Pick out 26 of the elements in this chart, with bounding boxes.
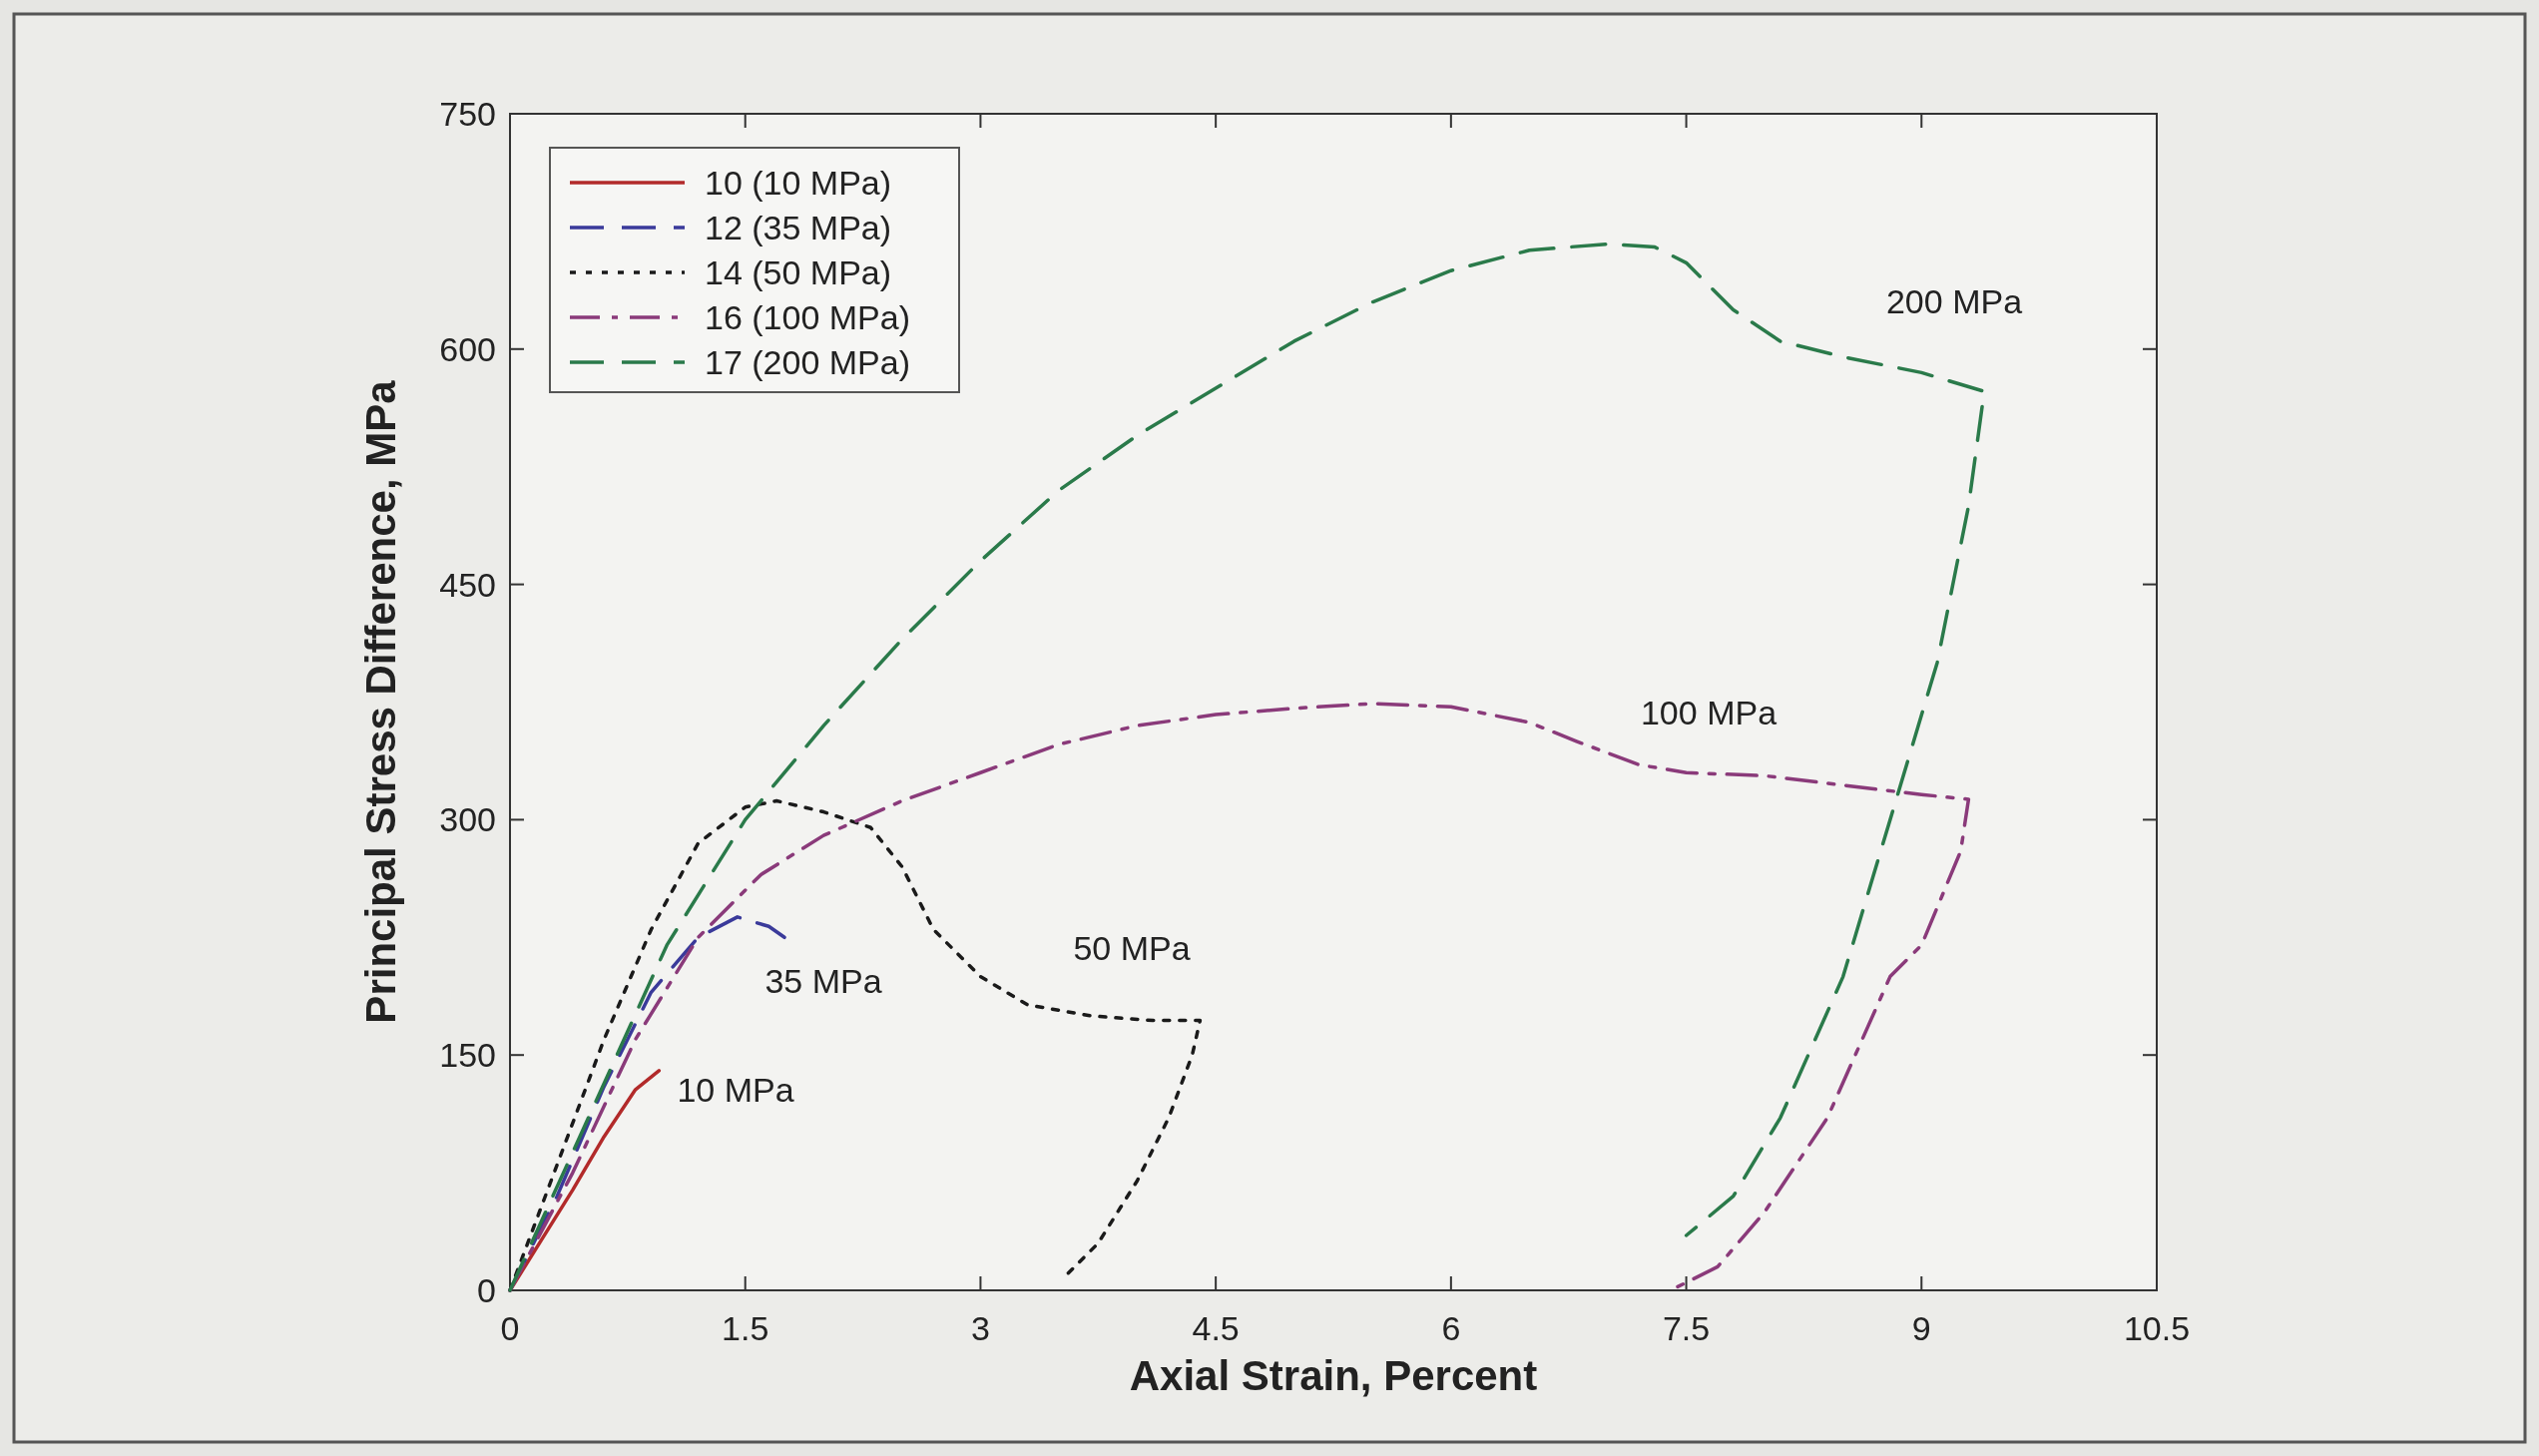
y-tick-label: 750 xyxy=(439,95,496,133)
x-tick-label: 10.5 xyxy=(2123,1309,2191,1347)
legend-label: 14 (50 MPa) xyxy=(705,253,892,291)
y-tick-label: 0 xyxy=(477,1271,496,1309)
annotation: 100 MPa xyxy=(1640,694,1777,731)
y-tick-label: 150 xyxy=(439,1036,496,1075)
annotation: 200 MPa xyxy=(1885,282,2023,320)
x-tick-label: 4.5 xyxy=(1192,1309,1240,1347)
x-tick-label: 1.5 xyxy=(722,1309,769,1347)
x-tick-label: 3 xyxy=(970,1309,990,1347)
x-axis-title: Axial Strain, Percent xyxy=(1129,1352,1538,1399)
y-tick-label: 300 xyxy=(439,800,496,839)
x-tick-label: 9 xyxy=(1911,1309,1931,1347)
annotation: 35 MPa xyxy=(764,962,882,1000)
y-tick-label: 450 xyxy=(439,565,496,604)
annotation: 50 MPa xyxy=(1073,929,1191,967)
x-tick-label: 6 xyxy=(1441,1309,1461,1347)
y-tick-label: 600 xyxy=(439,329,496,368)
annotation: 10 MPa xyxy=(677,1071,794,1109)
x-tick-label: 7.5 xyxy=(1662,1309,1711,1347)
legend-label: 17 (200 MPa) xyxy=(705,343,910,381)
y-axis-title: Principal Stress Difference, MPa xyxy=(357,379,404,1024)
legend-label: 12 (35 MPa) xyxy=(705,209,892,246)
legend-label: 16 (100 MPa) xyxy=(705,298,910,336)
legend-label: 10 (10 MPa) xyxy=(705,164,892,202)
x-tick-label: 0 xyxy=(500,1309,520,1347)
